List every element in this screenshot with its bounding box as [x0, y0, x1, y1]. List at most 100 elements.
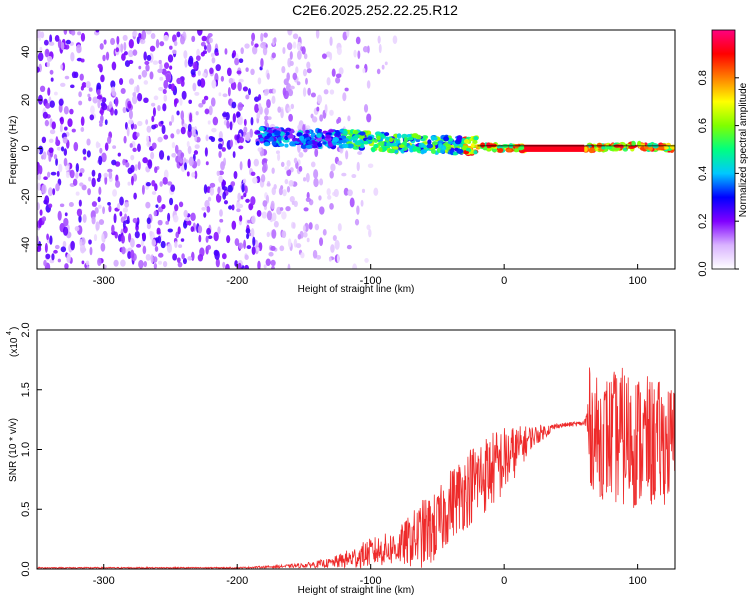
- signal-blob: [491, 147, 497, 153]
- noise-blob: [110, 80, 116, 89]
- signal-blob: [258, 126, 265, 132]
- noise-blob: [238, 136, 245, 144]
- noise-blob: [119, 211, 123, 217]
- signal-blob: [287, 134, 295, 139]
- signal-blob: [255, 141, 260, 146]
- noise-blob: [134, 230, 140, 239]
- noise-blob: [132, 49, 138, 56]
- noise-blob: [373, 187, 379, 196]
- noise-blob: [332, 235, 337, 241]
- noise-blob: [159, 63, 163, 71]
- noise-blob: [97, 257, 102, 267]
- noise-blob: [98, 204, 102, 209]
- noise-blob: [289, 51, 293, 60]
- noise-blob: [91, 201, 98, 207]
- noise-blob: [244, 254, 249, 260]
- noise-blob: [203, 212, 207, 218]
- noise-blob: [219, 218, 224, 223]
- noise-blob: [173, 40, 178, 47]
- noise-blob: [234, 57, 240, 66]
- noise-blob: [200, 41, 206, 47]
- noise-blob: [130, 237, 135, 248]
- noise-blob: [223, 200, 229, 205]
- noise-blob: [201, 99, 206, 105]
- signal-blob: [658, 146, 665, 150]
- noise-blob: [63, 105, 69, 115]
- noise-blob: [79, 167, 85, 174]
- noise-blob: [60, 82, 66, 87]
- noise-blob: [150, 33, 156, 39]
- noise-blob: [60, 42, 65, 51]
- noise-blob: [137, 92, 143, 102]
- noise-blob: [218, 175, 223, 184]
- noise-blob: [262, 200, 268, 207]
- noise-blob: [334, 239, 340, 250]
- noise-blob: [336, 118, 340, 125]
- noise-blob: [126, 127, 130, 137]
- noise-blob: [250, 40, 254, 46]
- noise-blob: [362, 46, 369, 53]
- noise-blob: [87, 93, 91, 98]
- noise-blob: [286, 169, 292, 177]
- noise-blob: [246, 233, 250, 240]
- noise-blob: [238, 78, 244, 83]
- noise-blob: [254, 241, 259, 246]
- noise-blob: [124, 213, 127, 220]
- signal-blob: [473, 150, 478, 155]
- noise-blob: [319, 178, 324, 186]
- signal-blob: [305, 129, 310, 134]
- signal-blob: [354, 140, 362, 146]
- noise-blob: [230, 181, 236, 187]
- noise-blob: [198, 103, 204, 108]
- noise-blob: [306, 68, 312, 74]
- noise-blob: [72, 178, 78, 186]
- noise-blob: [100, 74, 105, 83]
- noise-blob: [190, 226, 195, 233]
- noise-blob: [197, 70, 201, 76]
- noise-blob: [323, 89, 329, 95]
- noise-blob: [92, 96, 98, 104]
- noise-blob: [210, 52, 215, 58]
- noise-blob: [196, 48, 200, 57]
- noise-blob: [124, 201, 130, 208]
- signal-blob: [628, 145, 636, 150]
- noise-blob: [67, 118, 73, 128]
- noise-blob: [172, 253, 178, 261]
- noise-blob: [180, 152, 185, 159]
- noise-blob: [73, 141, 79, 152]
- noise-blob: [130, 249, 135, 259]
- noise-blob: [157, 235, 162, 244]
- x-tick-label: 0: [501, 575, 507, 587]
- noise-blob: [136, 84, 140, 93]
- noise-blob: [231, 204, 235, 211]
- noise-blob: [293, 157, 298, 164]
- signal-blob: [299, 135, 305, 141]
- noise-blob: [64, 44, 70, 50]
- signal-blob: [254, 131, 261, 135]
- signal-blob: [459, 143, 464, 148]
- noise-blob: [151, 142, 157, 150]
- noise-blob: [83, 156, 87, 161]
- signal-blob: [377, 141, 385, 146]
- signal-blob: [463, 150, 470, 155]
- noise-blob: [245, 198, 250, 203]
- noise-blob: [366, 80, 371, 89]
- noise-blob: [85, 80, 91, 89]
- noise-blob: [107, 168, 113, 173]
- noise-blob: [79, 172, 83, 177]
- noise-blob: [343, 187, 349, 196]
- signal-blob: [322, 141, 327, 145]
- noise-blob: [153, 95, 159, 101]
- noise-blob: [279, 245, 285, 252]
- noise-blob: [149, 45, 156, 52]
- noise-blob: [64, 212, 68, 217]
- noise-blob: [238, 242, 244, 250]
- noise-blob: [287, 263, 291, 269]
- noise-blob: [52, 188, 56, 196]
- noise-blob: [152, 60, 159, 65]
- noise-blob: [104, 119, 108, 126]
- noise-blob: [171, 152, 177, 158]
- noise-blob: [137, 161, 141, 171]
- noise-blob: [43, 39, 49, 46]
- noise-blob: [315, 254, 322, 260]
